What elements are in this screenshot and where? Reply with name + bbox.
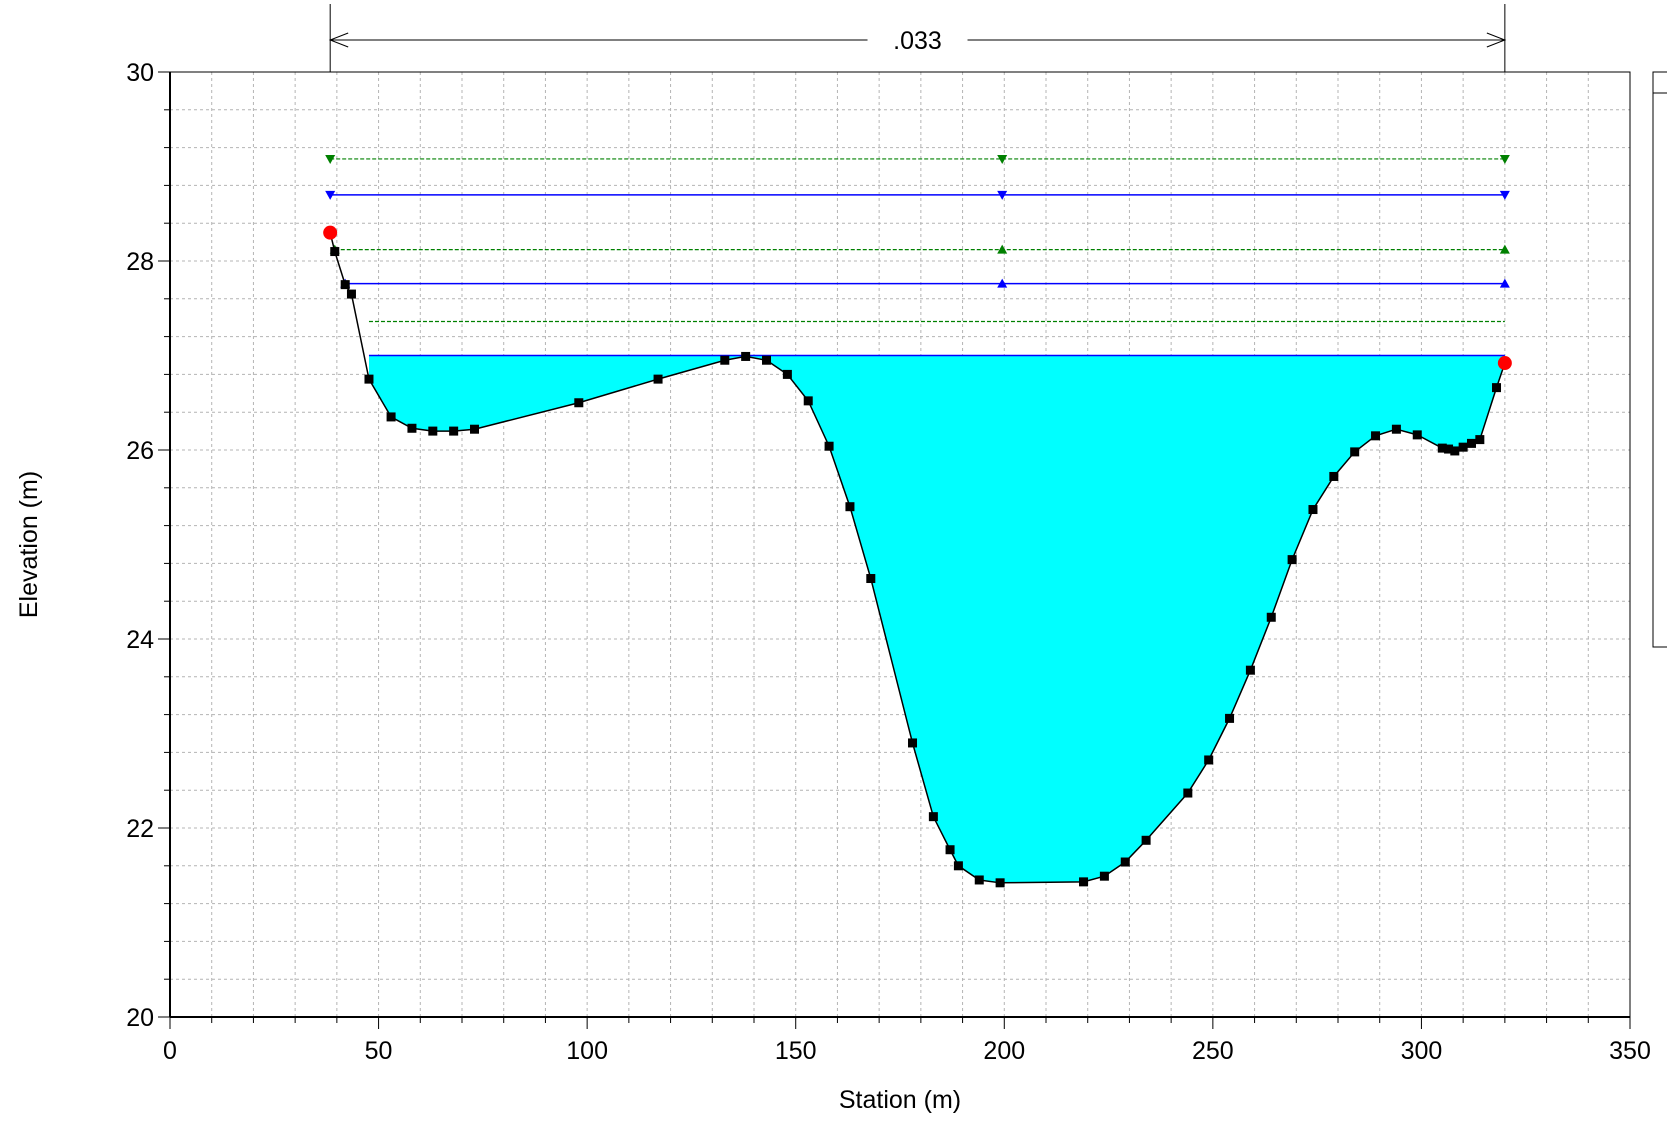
ground-point xyxy=(1329,471,1339,481)
ground-point xyxy=(1391,424,1401,434)
ground-point xyxy=(1444,444,1454,454)
ground-point xyxy=(974,875,984,885)
x-tick-label: 250 xyxy=(1192,1037,1234,1065)
x-tick-label: 350 xyxy=(1609,1037,1651,1065)
x-tick-label: 150 xyxy=(775,1037,817,1065)
series-marker-0 xyxy=(997,154,1008,164)
ground-point xyxy=(1204,755,1214,765)
ground-point xyxy=(1287,555,1297,565)
y-tick-label: 26 xyxy=(126,437,154,465)
ground-point xyxy=(1099,871,1109,881)
y-tick-label: 22 xyxy=(126,815,154,843)
x-axis-title: Station (m) xyxy=(839,1086,961,1114)
ground-point xyxy=(386,412,396,422)
ground-point xyxy=(653,374,663,384)
ground-point xyxy=(470,424,480,434)
ground-point xyxy=(1466,438,1476,448)
x-tick-label: 300 xyxy=(1401,1037,1443,1065)
ground-point xyxy=(1458,442,1468,452)
ground-point xyxy=(1308,505,1318,515)
ground-point xyxy=(782,369,792,379)
ground-point xyxy=(1079,877,1089,887)
series-marker-3 xyxy=(1499,278,1510,288)
ground-point xyxy=(741,351,751,361)
series-marker-1 xyxy=(997,190,1008,200)
ground-point xyxy=(824,441,834,451)
ground-point xyxy=(928,812,938,822)
ground-point xyxy=(449,426,459,436)
series-marker-1 xyxy=(325,190,336,200)
ground-point xyxy=(340,280,350,290)
ground-point xyxy=(330,247,340,257)
series-marker-2 xyxy=(997,244,1008,254)
series-marker-2 xyxy=(1499,244,1510,254)
water-fill xyxy=(368,355,1505,883)
ground-point xyxy=(866,574,876,584)
ground-point xyxy=(1183,788,1193,798)
y-tick-label: 24 xyxy=(126,626,154,654)
x-tick-label: 100 xyxy=(566,1037,608,1065)
series-marker-3 xyxy=(997,278,1008,288)
ground-point xyxy=(1437,443,1447,453)
ground-point xyxy=(1492,383,1502,393)
x-tick-label: 50 xyxy=(365,1037,393,1065)
ground-point xyxy=(1245,665,1255,675)
ground-point xyxy=(845,502,855,512)
ground-point xyxy=(1350,447,1360,457)
water-area xyxy=(368,355,1505,883)
manning-n-annotation: .033 xyxy=(328,4,1507,72)
ground-point xyxy=(1371,431,1381,441)
y-axis-title: Elevation (m) xyxy=(15,471,43,618)
ground-point xyxy=(762,355,772,365)
manning-n-label: .033 xyxy=(893,27,942,55)
y-tick-label: 30 xyxy=(126,59,154,87)
ground-point xyxy=(1120,857,1130,867)
ground-point xyxy=(953,861,963,871)
ground-profile xyxy=(323,225,1512,888)
series-marker-0 xyxy=(325,154,336,164)
ground-point xyxy=(364,374,374,384)
ground-point xyxy=(803,396,813,406)
bank-station-marker xyxy=(323,225,338,240)
ground-point xyxy=(1450,446,1460,456)
series-marker-0 xyxy=(1499,154,1510,164)
ground-point xyxy=(1141,835,1151,845)
ground-point xyxy=(428,426,438,436)
x-tick-label: 200 xyxy=(983,1037,1025,1065)
manning-arrow-head-right xyxy=(1486,32,1507,48)
manning-arrow-head-left xyxy=(328,32,349,48)
ground-point xyxy=(407,423,417,433)
ground-point xyxy=(574,398,584,408)
ground-point xyxy=(1475,435,1485,445)
axes: 0 50 100 150 200 250 300 350 20 22 24 26 28 30 xyxy=(126,59,1651,1065)
ground-point xyxy=(346,289,356,299)
ground-point xyxy=(945,845,955,855)
ground-point xyxy=(908,738,918,748)
ground-point xyxy=(1412,430,1422,440)
x-tick-label: 0 xyxy=(163,1037,177,1065)
water-surface-lines xyxy=(325,154,1510,357)
legend xyxy=(1652,71,1667,648)
ground-point xyxy=(995,878,1005,888)
legend-box xyxy=(1652,71,1667,648)
ground-point xyxy=(1225,713,1235,723)
y-tick-label: 20 xyxy=(126,1004,154,1032)
series-marker-1 xyxy=(1499,190,1510,200)
y-tick-label: 28 xyxy=(126,248,154,276)
ground-point xyxy=(1266,612,1276,622)
bank-station-marker xyxy=(1497,356,1512,371)
ground-point xyxy=(720,355,730,365)
